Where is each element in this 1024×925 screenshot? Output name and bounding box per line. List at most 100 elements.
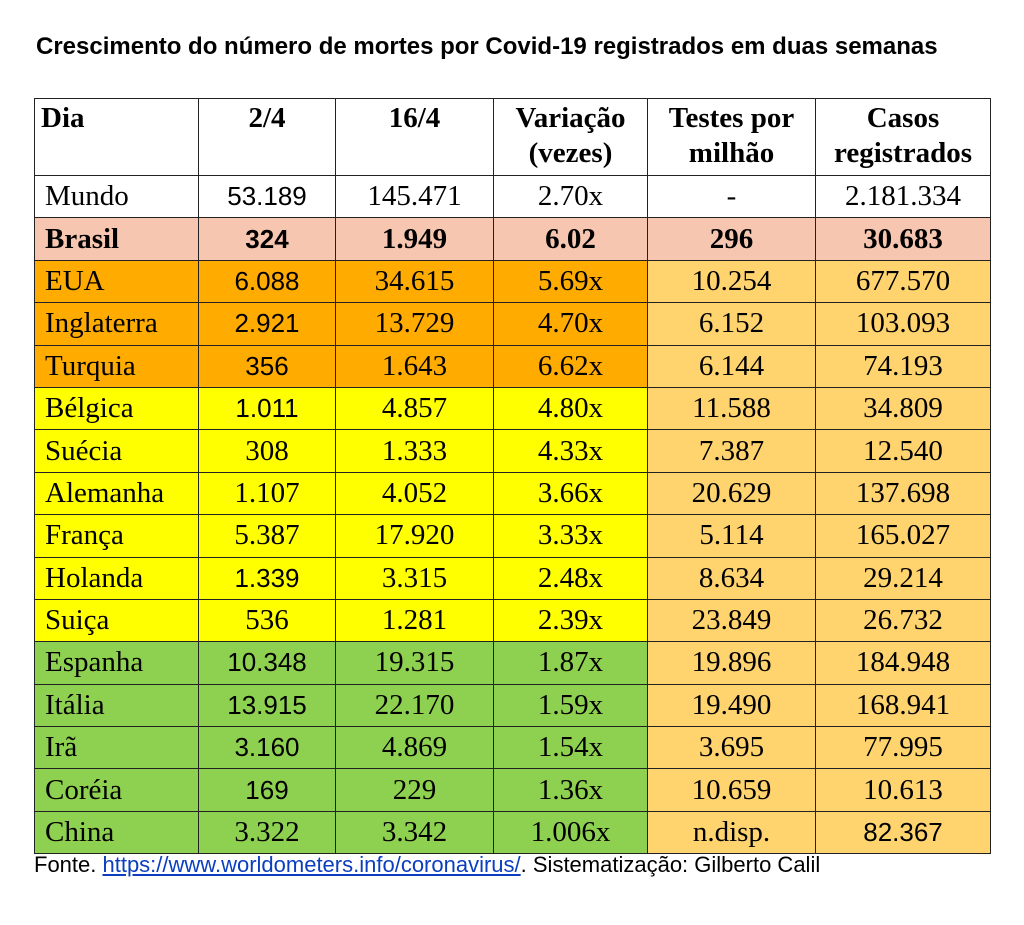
value-cell: 2.39x xyxy=(493,598,648,643)
value-cell: 5.69x xyxy=(493,259,648,304)
value-cell: 6.144 xyxy=(647,344,816,388)
table-row: Brasil 324 1.949 6.02 296 30.683 xyxy=(34,217,991,261)
value-cell: 26.732 xyxy=(815,598,991,643)
table-row: Mundo 53.189 145.471 2.70x -2.181.334 xyxy=(34,174,991,219)
value-cell: 10.613 xyxy=(815,768,991,812)
table-row: Turquia 356 1.643 6.62x 6.144 74.193 xyxy=(34,344,991,388)
value-cell: 145.471 xyxy=(335,174,494,219)
table-row: Suiça 536 1.281 2.39x 23.849 26.732 xyxy=(34,598,991,643)
value-cell: 77.995 xyxy=(815,726,991,770)
value-cell: 1.36x xyxy=(493,768,648,812)
country-cell: Turquia xyxy=(34,344,199,388)
value-cell: 1.87x xyxy=(493,641,648,685)
value-cell: 19.490 xyxy=(647,683,816,728)
country-cell: Bélgica xyxy=(34,386,199,431)
value-cell: 2.181.334 xyxy=(815,174,991,219)
value-cell: 34.809 xyxy=(815,386,991,431)
value-cell: 4.869 xyxy=(335,726,494,770)
value-cell: 1.011 xyxy=(198,386,336,431)
value-cell: 13.915 xyxy=(198,683,336,728)
country-cell: Irã xyxy=(34,726,199,770)
value-cell: 5.387 xyxy=(198,514,336,558)
table-row: Itália 13.915 22.170 1.59x 19.490 168.941 xyxy=(34,683,991,728)
value-cell: 296 xyxy=(647,217,816,261)
value-cell: 53.189 xyxy=(198,174,336,219)
value-cell: 168.941 xyxy=(815,683,991,728)
value-cell: 2.70x xyxy=(493,174,648,219)
value-cell: 356 xyxy=(198,344,336,388)
country-cell: Brasil xyxy=(34,217,199,261)
value-cell: 19.315 xyxy=(335,641,494,685)
value-cell: 6.02 xyxy=(493,217,648,261)
value-cell: 10.659 xyxy=(647,768,816,812)
table-row: França 5.387 17.920 3.33x 5.114 165.027 xyxy=(34,514,991,558)
value-cell: 229 xyxy=(335,768,494,812)
table-row: China 3.322 3.342 1.006x n.disp. 82.367 xyxy=(34,810,991,855)
value-cell: 1.006x xyxy=(493,810,648,855)
value-cell: 3.695 xyxy=(647,726,816,770)
value-cell: 3.160 xyxy=(198,726,336,770)
table-row: Espanha 10.348 19.315 1.87x 19.896 184.948 xyxy=(34,641,991,685)
value-cell: 10.348 xyxy=(198,641,336,685)
value-cell: 137.698 xyxy=(815,471,991,516)
value-cell: 1.339 xyxy=(198,556,336,600)
value-cell: 13.729 xyxy=(335,302,494,346)
value-cell: 82.367 xyxy=(815,810,991,855)
value-cell: 4.80x xyxy=(493,386,648,431)
header-date-2: 16/4 xyxy=(335,98,494,176)
value-cell: 1.107 xyxy=(198,471,336,516)
source-note: Fonte. https://www.worldometers.info/cor… xyxy=(34,852,1004,878)
value-cell: 324 xyxy=(198,217,336,261)
value-cell: 74.193 xyxy=(815,344,991,388)
value-cell: 169 xyxy=(198,768,336,812)
country-cell: Inglaterra xyxy=(34,302,199,346)
value-cell: 23.849 xyxy=(647,598,816,643)
value-cell: 12.540 xyxy=(815,429,991,473)
country-cell: França xyxy=(34,514,199,558)
value-cell: 1.949 xyxy=(335,217,494,261)
value-cell: 184.948 xyxy=(815,641,991,685)
deaths-table: Dia 2/4 16/4 Variação (vezes) Testes por m… xyxy=(34,98,991,855)
value-cell: 3.322 xyxy=(198,810,336,855)
value-cell: 8.634 xyxy=(647,556,816,600)
country-cell: Suécia xyxy=(34,429,199,473)
value-cell: 3.66x xyxy=(493,471,648,516)
country-cell: Holanda xyxy=(34,556,199,600)
value-cell: 11.588 xyxy=(647,386,816,431)
document-title: Crescimento do número de mortes por Covi… xyxy=(36,33,938,60)
header-dia: Dia xyxy=(34,98,199,176)
value-cell: 5.114 xyxy=(647,514,816,558)
value-cell: 6.152 xyxy=(647,302,816,346)
country-cell: Suiça xyxy=(34,598,199,643)
value-cell: 4.33x xyxy=(493,429,648,473)
value-cell: 1.59x xyxy=(493,683,648,728)
value-cell: - xyxy=(647,174,816,219)
value-cell: 3.342 xyxy=(335,810,494,855)
value-cell: 7.387 xyxy=(647,429,816,473)
value-cell: 103.093 xyxy=(815,302,991,346)
value-cell: 22.170 xyxy=(335,683,494,728)
header-testes: Testes por milhão xyxy=(647,98,816,176)
value-cell: 20.629 xyxy=(647,471,816,516)
value-cell: 6.088 xyxy=(198,259,336,304)
value-cell: 308 xyxy=(198,429,336,473)
source-prefix: Fonte. xyxy=(34,852,103,877)
country-cell: Alemanha xyxy=(34,471,199,516)
value-cell: 2.48x xyxy=(493,556,648,600)
table-row: Bélgica 1.011 4.857 4.80x 11.588 34.809 xyxy=(34,386,991,431)
country-cell: Coréia xyxy=(34,768,199,812)
source-link[interactable]: https://www.worldometers.info/coronaviru… xyxy=(102,852,521,877)
value-cell: 1.643 xyxy=(335,344,494,388)
table-row: Alemanha 1.107 4.052 3.66x 20.629 137.698 xyxy=(34,471,991,516)
country-cell: China xyxy=(34,810,199,855)
header-row: Dia 2/4 16/4 Variação (vezes) Testes por m… xyxy=(34,98,991,176)
value-cell: 10.254 xyxy=(647,259,816,304)
value-cell: 1.54x xyxy=(493,726,648,770)
table-row: EUA 6.088 34.615 5.69x 10.254 677.570 xyxy=(34,259,991,304)
value-cell: 34.615 xyxy=(335,259,494,304)
value-cell: 3.33x xyxy=(493,514,648,558)
value-cell: 536 xyxy=(198,598,336,643)
value-cell: 29.214 xyxy=(815,556,991,600)
header-variacao: Variação (vezes) xyxy=(493,98,648,176)
value-cell: 4.857 xyxy=(335,386,494,431)
